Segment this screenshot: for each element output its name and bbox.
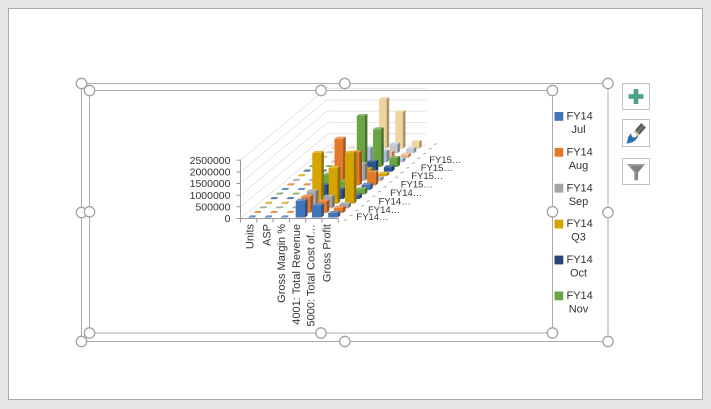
svg-text:Q3: Q3 <box>571 232 586 244</box>
svg-text:FY15…: FY15… <box>429 155 461 166</box>
svg-text:FY14: FY14 <box>567 111 593 123</box>
svg-text:4001: Total Revenue: 4001: Total Revenue <box>291 224 303 325</box>
svg-text:2000000: 2000000 <box>190 167 231 179</box>
svg-text:Units: Units <box>245 224 257 250</box>
svg-text:Oct: Oct <box>570 268 587 280</box>
svg-text:0: 0 <box>225 213 231 225</box>
svg-text:ASP: ASP <box>262 224 274 246</box>
svg-text:FY14: FY14 <box>567 146 593 158</box>
svg-text:2500000: 2500000 <box>190 155 231 167</box>
svg-text:FY15…: FY15… <box>421 163 453 174</box>
svg-text:Sep: Sep <box>569 196 589 208</box>
svg-text:Gross Margin %: Gross Margin % <box>276 224 288 303</box>
svg-text:FY14…: FY14… <box>390 188 422 199</box>
svg-text:FY14: FY14 <box>567 254 593 266</box>
svg-text:1500000: 1500000 <box>190 178 231 190</box>
svg-text:FY14: FY14 <box>567 290 593 302</box>
svg-text:FY15…: FY15… <box>401 180 433 191</box>
svg-text:Gross Profit: Gross Profit <box>322 224 334 282</box>
svg-text:FY15…: FY15… <box>411 171 443 182</box>
svg-text:5000: Total Cost of…: 5000: Total Cost of… <box>306 224 318 327</box>
svg-text:500000: 500000 <box>195 202 230 214</box>
svg-text:1000000: 1000000 <box>190 190 231 202</box>
svg-text:Jul: Jul <box>571 124 585 136</box>
svg-text:Nov: Nov <box>569 304 589 316</box>
svg-text:FY14: FY14 <box>567 182 593 194</box>
svg-text:FY14…: FY14… <box>356 212 388 223</box>
svg-text:FY14: FY14 <box>567 218 593 230</box>
svg-text:Aug: Aug <box>569 160 589 172</box>
svg-text:FY14…: FY14… <box>379 196 411 207</box>
svg-text:FY14…: FY14… <box>368 205 400 216</box>
